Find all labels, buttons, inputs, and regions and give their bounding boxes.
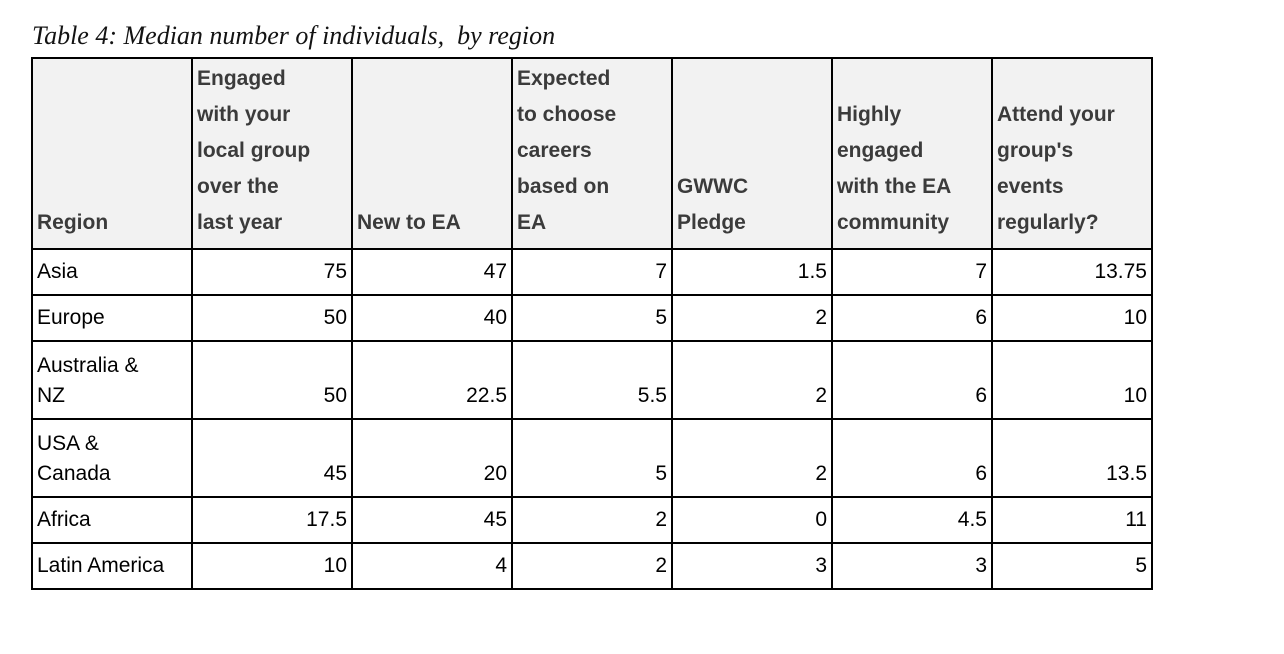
value-cell: 50: [191, 294, 353, 342]
value-cell: 2: [511, 496, 673, 544]
value-cell: 75: [191, 248, 353, 296]
value-cell: 5: [991, 542, 1153, 590]
column-header-new-to-ea: New to EA: [351, 57, 513, 250]
median-individuals-table: Region Engaged with your local group ove…: [31, 57, 1153, 590]
value-cell: 5: [511, 418, 673, 498]
column-header-gwwc-pledge: GWWC Pledge: [671, 57, 833, 250]
value-cell: 10: [191, 542, 353, 590]
value-cell: 2: [671, 418, 833, 498]
value-cell: 2: [511, 542, 673, 590]
region-cell: USA & Canada: [31, 418, 193, 498]
value-cell: 13.75: [991, 248, 1153, 296]
value-cell: 45: [351, 496, 513, 544]
value-cell: 6: [831, 294, 993, 342]
table-row-asia: Asia 75 47 7 1.5 7 13.75: [31, 248, 1153, 296]
value-cell: 2: [671, 340, 833, 420]
value-cell: 50: [191, 340, 353, 420]
value-cell: 7: [511, 248, 673, 296]
region-cell: Europe: [31, 294, 193, 342]
region-cell: Africa: [31, 496, 193, 544]
value-cell: 11: [991, 496, 1153, 544]
column-header-highly-engaged: Highly engaged with the EA community: [831, 57, 993, 250]
value-cell: 5.5: [511, 340, 673, 420]
value-cell: 6: [831, 418, 993, 498]
value-cell: 1.5: [671, 248, 833, 296]
region-cell: Australia & NZ: [31, 340, 193, 420]
value-cell: 2: [671, 294, 833, 342]
value-cell: 17.5: [191, 496, 353, 544]
table-row-europe: Europe 50 40 5 2 6 10: [31, 294, 1153, 342]
table-row-australia-nz: Australia & NZ 50 22.5 5.5 2 6 10: [31, 340, 1153, 420]
value-cell: 20: [351, 418, 513, 498]
value-cell: 4.5: [831, 496, 993, 544]
value-cell: 22.5: [351, 340, 513, 420]
value-cell: 5: [511, 294, 673, 342]
value-cell: 40: [351, 294, 513, 342]
table-row-usa-canada: USA & Canada 45 20 5 2 6 13.5: [31, 418, 1153, 498]
value-cell: 10: [991, 294, 1153, 342]
value-cell: 47: [351, 248, 513, 296]
value-cell: 45: [191, 418, 353, 498]
value-cell: 3: [671, 542, 833, 590]
value-cell: 10: [991, 340, 1153, 420]
value-cell: 0: [671, 496, 833, 544]
value-cell: 7: [831, 248, 993, 296]
table-caption: Table 4: Median number of individuals, b…: [32, 21, 556, 50]
column-header-expected-careers: Expected to choose careers based on EA: [511, 57, 673, 250]
value-cell: 13.5: [991, 418, 1153, 498]
table-row-latin-america: Latin America 10 4 2 3 3 5: [31, 542, 1153, 590]
column-header-attend-events: Attend your group's events regularly?: [991, 57, 1153, 250]
value-cell: 3: [831, 542, 993, 590]
region-cell: Latin America: [31, 542, 193, 590]
region-cell: Asia: [31, 248, 193, 296]
value-cell: 6: [831, 340, 993, 420]
table-row-africa: Africa 17.5 45 2 0 4.5 11: [31, 496, 1153, 544]
column-header-region: Region: [31, 57, 193, 250]
value-cell: 4: [351, 542, 513, 590]
header-row: Region Engaged with your local group ove…: [31, 57, 1153, 250]
column-header-engaged-local-group: Engaged with your local group over the l…: [191, 57, 353, 250]
